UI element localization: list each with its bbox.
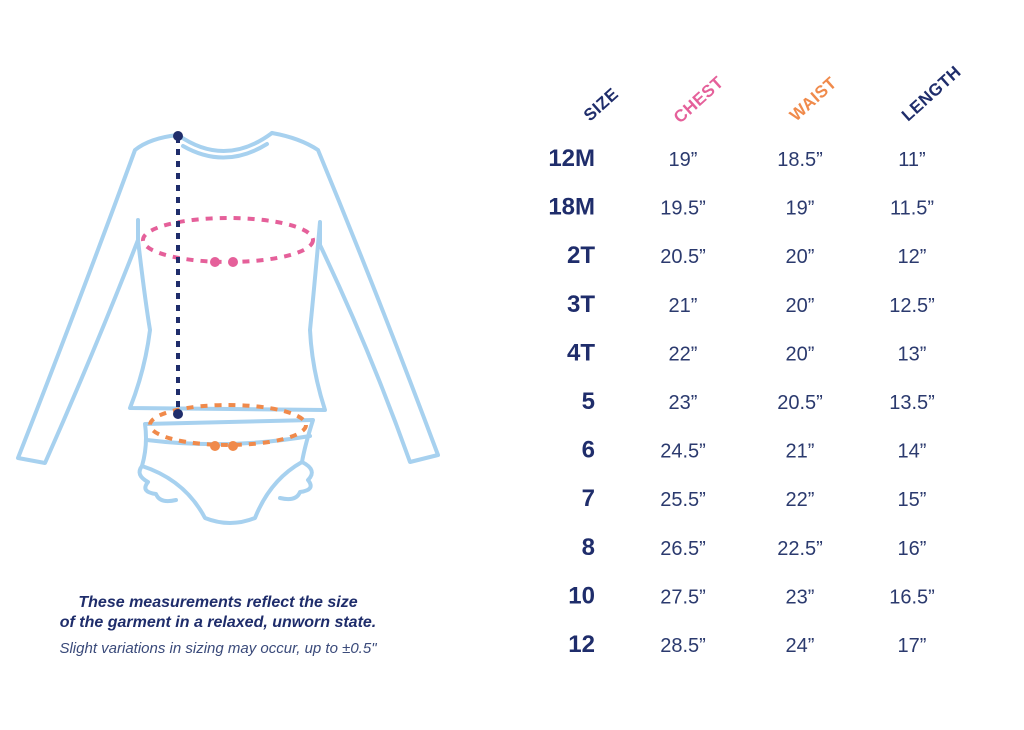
note-line: Slight variations in sizing may occur, u… — [59, 640, 377, 657]
header-size: SIZE — [580, 84, 622, 125]
measurement: 21” — [786, 441, 815, 463]
size-label: 6 — [582, 437, 595, 464]
measurement: 13” — [898, 343, 927, 365]
size-label: 10 — [568, 582, 595, 609]
measurement: 17” — [898, 635, 927, 657]
measurement: 20” — [786, 295, 815, 317]
header-chest: CHEST — [670, 73, 727, 127]
size-label: 3T — [567, 291, 595, 318]
header-waist: WAIST — [786, 73, 841, 125]
size-label: 12M — [548, 145, 595, 172]
note-line: of the garment in a relaxed, unworn stat… — [60, 614, 377, 631]
garment-illustration — [16, 131, 440, 525]
measurement: 20.5” — [777, 392, 823, 414]
measurement: 22” — [786, 489, 815, 511]
size-label: 8 — [582, 534, 595, 561]
measurement: 19” — [669, 149, 698, 171]
measurement: 13.5” — [889, 392, 935, 414]
measurement: 14” — [898, 441, 927, 463]
measurement: 21” — [669, 295, 698, 317]
measurement: 20” — [786, 246, 815, 268]
header-length: LENGTH — [898, 62, 965, 125]
note-line: These measurements reflect the size — [78, 594, 357, 611]
size-label: 12 — [568, 631, 595, 658]
measurement: 23” — [669, 392, 698, 414]
measurement: 20.5” — [660, 246, 706, 268]
measurement: 11.5” — [890, 198, 934, 220]
size-label: 7 — [582, 485, 595, 512]
measurement: 20” — [786, 343, 815, 365]
measurement: 12” — [898, 246, 927, 268]
measurement: 16.5” — [889, 586, 935, 608]
measurement: 19.5” — [660, 198, 706, 220]
measurement: 11” — [898, 149, 925, 171]
size-label: 2T — [567, 242, 595, 269]
measurement: 22” — [669, 343, 698, 365]
measurement: 26.5” — [660, 538, 706, 560]
measurement: 18.5” — [777, 149, 823, 171]
size-label: 18M — [548, 194, 595, 221]
measurement: 15” — [898, 489, 927, 511]
measurement: 22.5” — [777, 538, 823, 560]
size-label: 5 — [582, 388, 595, 415]
measurement: 12.5” — [889, 295, 935, 317]
measurement: 25.5” — [660, 489, 706, 511]
measurement: 28.5” — [660, 635, 706, 657]
measurement: 27.5” — [660, 586, 706, 608]
measurement: 23” — [786, 586, 815, 608]
measurement: 24” — [786, 635, 815, 657]
measurement: 24.5” — [660, 441, 706, 463]
measurement: 16” — [898, 538, 927, 560]
size-label: 4T — [567, 339, 595, 366]
measurement: 19” — [786, 198, 815, 220]
